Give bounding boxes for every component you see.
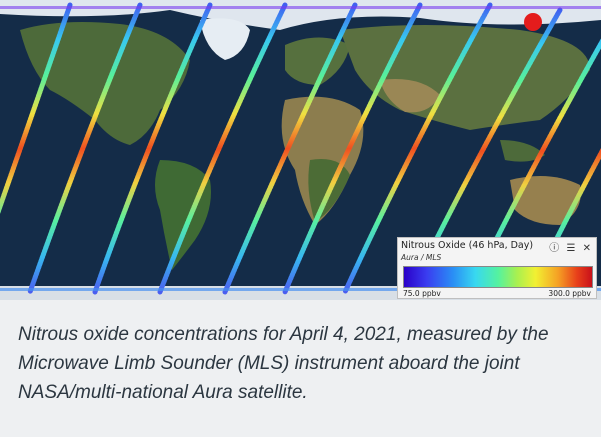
greenland	[200, 18, 250, 60]
legend-subtitle: Aura / MLS	[401, 253, 442, 262]
satellite-map	[0, 0, 601, 300]
legend-min-label: 75.0 ppbv	[403, 289, 441, 298]
legend-icons[interactable]: ⓘ ☰ ✕	[549, 243, 593, 254]
polar-dots-top	[0, 6, 601, 9]
high-value-marker	[524, 13, 542, 31]
legend-max-label: 300.0 ppbv	[548, 289, 591, 298]
north-america	[20, 22, 190, 145]
color-scale-bar	[403, 266, 593, 288]
polar-dots-bottom	[0, 288, 601, 291]
world-map-image	[0, 0, 601, 300]
australia	[510, 176, 581, 225]
figure-caption: Nitrous oxide concentrations for April 4…	[18, 324, 549, 403]
legend-panel: Nitrous Oxide (46 hPa, Day) ⓘ ☰ ✕ Aura /…	[397, 237, 597, 299]
legend-title: Nitrous Oxide (46 hPa, Day)	[401, 240, 534, 251]
south-america	[155, 160, 211, 270]
